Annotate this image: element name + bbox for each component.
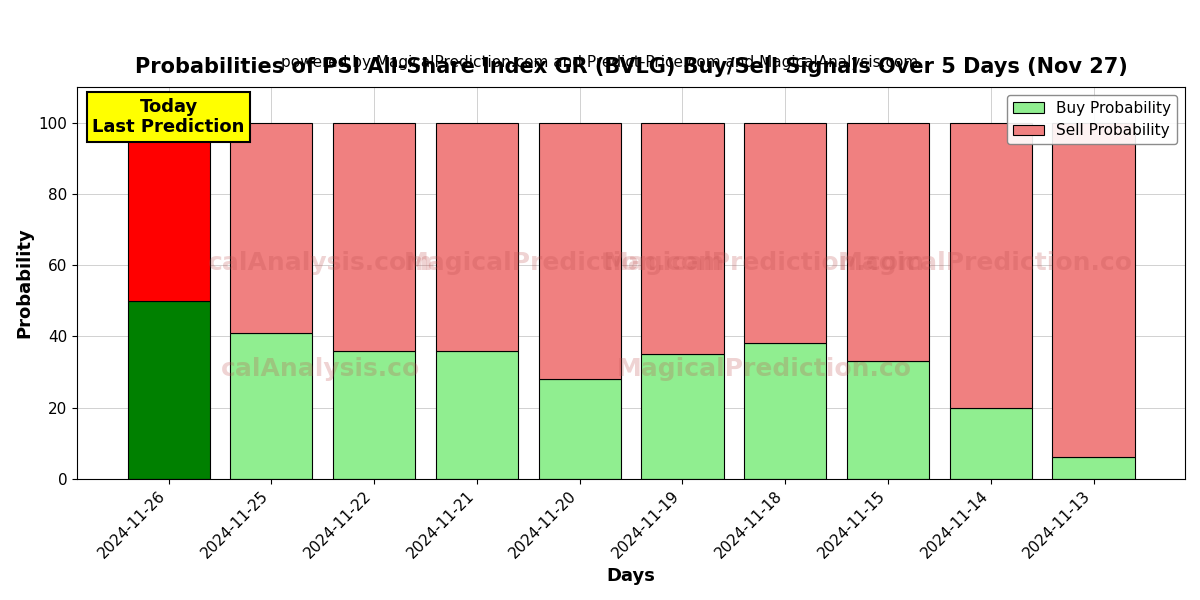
Bar	[436, 350, 518, 479]
Bar	[949, 122, 1032, 407]
Y-axis label: Probability: Probability	[14, 227, 32, 338]
Bar	[744, 343, 827, 479]
Text: MagicalPrediction.co: MagicalPrediction.co	[617, 357, 912, 381]
Text: powered by MagicalPrediction.com and Predict-Price.com and MagicalAnalysis.com: powered by MagicalPrediction.com and Pre…	[281, 55, 919, 70]
Text: Today
Last Prediction: Today Last Prediction	[92, 98, 245, 136]
Text: MagicalPrediction.com: MagicalPrediction.com	[604, 251, 925, 275]
Bar	[539, 379, 620, 479]
Bar	[334, 122, 415, 350]
Title: Probabilities of PSI All-Share Index GR (BVLG) Buy/Sell Signals Over 5 Days (Nov: Probabilities of PSI All-Share Index GR …	[134, 57, 1128, 77]
Legend: Buy Probability, Sell Probability: Buy Probability, Sell Probability	[1007, 95, 1177, 145]
Bar	[847, 361, 929, 479]
Bar	[847, 122, 929, 361]
Bar	[230, 122, 312, 333]
Bar	[539, 122, 620, 379]
Bar	[127, 122, 210, 301]
Bar	[334, 350, 415, 479]
Bar	[1052, 457, 1135, 479]
Bar	[949, 407, 1032, 479]
Bar	[641, 122, 724, 354]
Bar	[436, 122, 518, 350]
Bar	[1052, 122, 1135, 457]
Text: calAnalysis.co: calAnalysis.co	[221, 357, 420, 381]
Text: calAnalysis.com: calAnalysis.com	[208, 251, 433, 275]
X-axis label: Days: Days	[607, 567, 655, 585]
Bar	[744, 122, 827, 343]
Bar	[127, 301, 210, 479]
Text: MagicalPrediction.com: MagicalPrediction.com	[404, 251, 725, 275]
Bar	[230, 333, 312, 479]
Bar	[641, 354, 724, 479]
Text: MagicalPrediction.co: MagicalPrediction.co	[838, 251, 1133, 275]
